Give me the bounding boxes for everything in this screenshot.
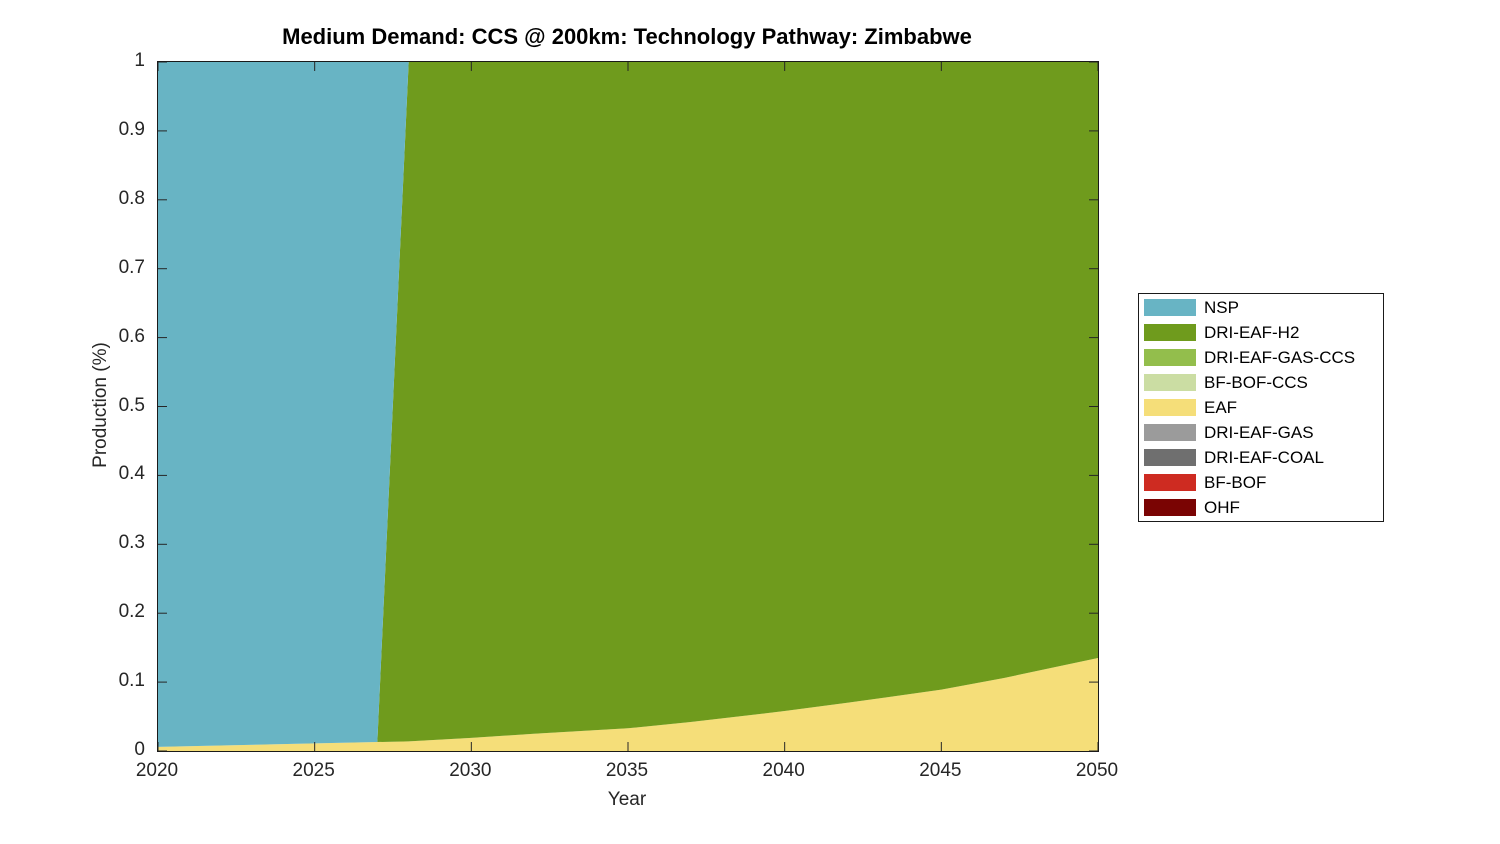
legend-item-bf-bof-ccs: BF-BOF-CCS <box>1144 370 1383 395</box>
legend-swatch-dri-eaf-h2 <box>1144 324 1196 341</box>
legend-swatch-nsp <box>1144 299 1196 316</box>
x-tick-label-2030: 2030 <box>449 760 492 781</box>
y-tick-label-0: 0 <box>134 739 145 760</box>
legend-swatch-dri-eaf-gas-ccs <box>1144 349 1196 366</box>
legend-swatch-dri-eaf-coal <box>1144 449 1196 466</box>
legend-label: EAF <box>1204 397 1238 417</box>
legend-item-eaf: EAF <box>1144 395 1383 420</box>
y-tick-label-0.6: 0.6 <box>118 325 145 347</box>
y-tick-label-0.5: 0.5 <box>118 394 145 416</box>
x-tick-label-2045: 2045 <box>919 760 962 781</box>
legend-item-dri-eaf-gas: DRI-EAF-GAS <box>1144 420 1383 445</box>
legend-swatch-eaf <box>1144 399 1196 416</box>
legend-label: DRI-EAF-H2 <box>1204 322 1300 342</box>
x-axis-label: Year <box>607 789 647 810</box>
y-tick-label-0.9: 0.9 <box>118 118 145 140</box>
legend-label: BF-BOF-CCS <box>1204 372 1308 392</box>
x-tick-label-2025: 2025 <box>292 760 335 781</box>
y-tick-label-0.7: 0.7 <box>118 256 145 278</box>
y-tick-label-0.2: 0.2 <box>118 601 145 623</box>
legend-label: NSP <box>1204 297 1239 317</box>
legend-item-bf-bof: BF-BOF <box>1144 470 1383 495</box>
y-tick-label-1: 1 <box>134 50 145 71</box>
chart-title: Medium Demand: CCS @ 200km: Technology P… <box>282 24 972 49</box>
area-dri-eaf-h2 <box>158 62 1098 747</box>
legend-item-dri-eaf-gas-ccs: DRI-EAF-GAS-CCS <box>1144 345 1383 370</box>
legend-label: OHF <box>1204 497 1240 517</box>
legend-swatch-dri-eaf-gas <box>1144 424 1196 441</box>
legend-label: DRI-EAF-GAS <box>1204 422 1314 442</box>
legend-label: DRI-EAF-COAL <box>1204 447 1324 467</box>
legend-label: BF-BOF <box>1204 472 1267 492</box>
y-axis-label: Production (%) <box>90 342 111 468</box>
legend-item-dri-eaf-coal: DRI-EAF-COAL <box>1144 445 1383 470</box>
legend: NSP DRI-EAF-H2 DRI-EAF-GAS-CCS BF-BOF-CCS EA… <box>1138 293 1384 522</box>
area-nsp <box>158 62 1098 747</box>
legend-item-ohf: OHF <box>1144 495 1383 520</box>
y-tick-label-0.8: 0.8 <box>118 187 145 209</box>
y-tick-label-0.3: 0.3 <box>118 532 145 554</box>
x-tick-label-2035: 2035 <box>605 760 649 781</box>
y-tick-label-0.4: 0.4 <box>118 463 145 485</box>
legend-swatch-ohf <box>1144 499 1196 516</box>
legend-item-nsp: NSP <box>1144 295 1383 320</box>
y-tick-label-0.1: 0.1 <box>118 670 145 692</box>
x-tick-label-2040: 2040 <box>762 760 805 781</box>
legend-swatch-bf-bof-ccs <box>1144 374 1196 391</box>
x-tick-label-2020: 2020 <box>135 760 179 781</box>
legend-label: DRI-EAF-GAS-CCS <box>1204 347 1356 367</box>
legend-swatch-bf-bof <box>1144 474 1196 491</box>
stacked-area-plot <box>158 62 1098 751</box>
area-eaf <box>158 657 1098 751</box>
plot-area <box>157 61 1099 752</box>
x-tick-label-2050: 2050 <box>1075 760 1119 781</box>
legend-item-dri-eaf-h2: DRI-EAF-H2 <box>1144 320 1383 345</box>
